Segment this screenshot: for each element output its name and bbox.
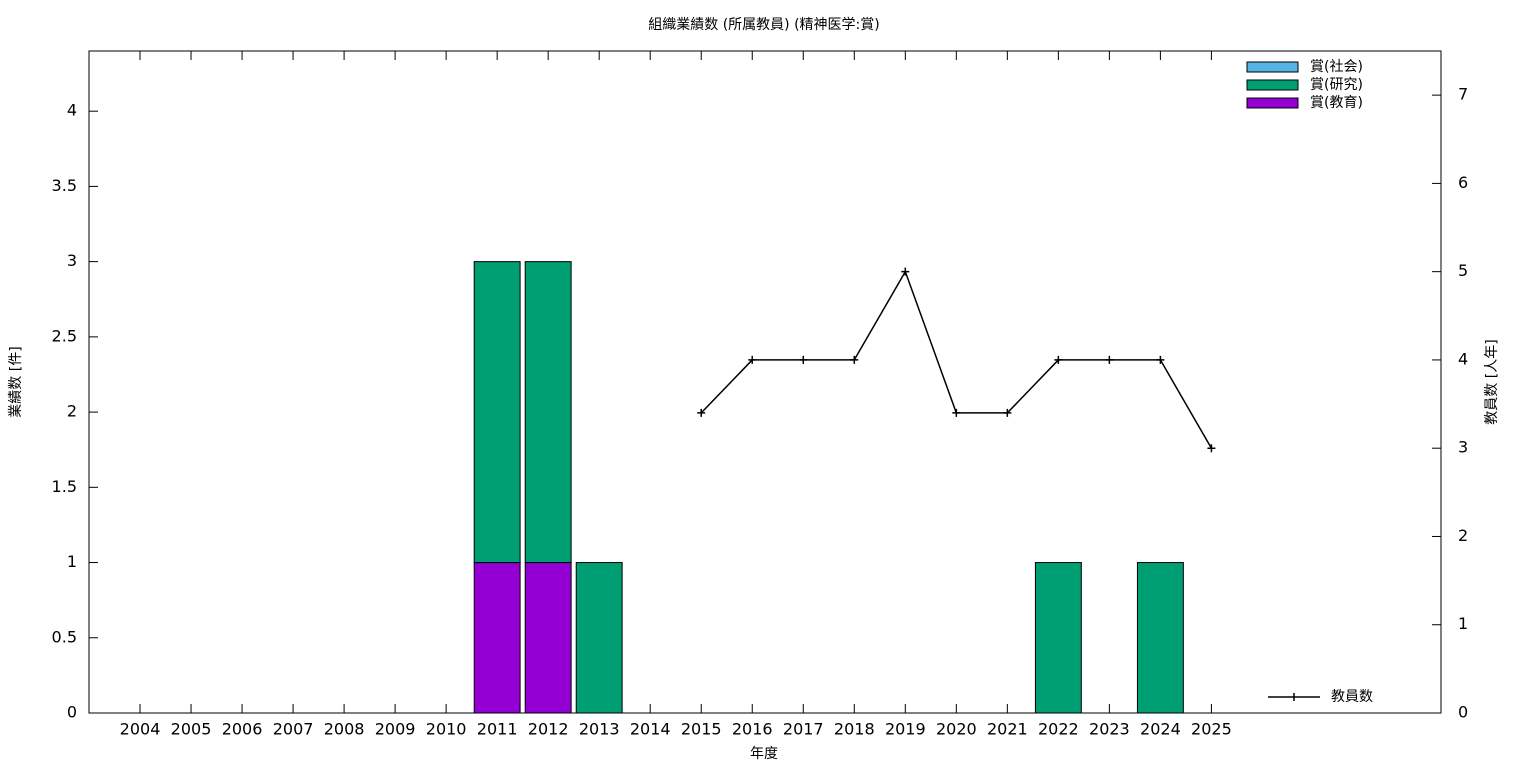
x-tick-label: 2019: [885, 720, 926, 739]
y-tick-label: 2.5: [52, 326, 77, 345]
x-axis-label: 年度: [750, 746, 778, 762]
x-tick-label: 2010: [426, 720, 467, 739]
y-tick-label: 1.5: [52, 477, 77, 496]
x-tick-label: 2008: [324, 720, 365, 739]
y2-tick-label: 6: [1458, 173, 1468, 192]
point: [1003, 408, 1012, 417]
x-tick-label: 2024: [1140, 720, 1181, 739]
point: [748, 355, 757, 364]
y2-tick-label: 7: [1458, 85, 1468, 104]
legend-swatch: [1246, 61, 1299, 73]
x-tick-label: 2017: [783, 720, 824, 739]
chart-title: 組織業績数 (所属教員) (精神医学:賞): [648, 17, 879, 33]
y-tick-label: 4: [67, 101, 77, 120]
x-tick-label: 2023: [1089, 720, 1130, 739]
x-tick-label: 2011: [477, 720, 518, 739]
point: [901, 267, 910, 276]
legend-label: 教員数: [1331, 689, 1373, 705]
bar: [1034, 562, 1082, 714]
x-tick-label: 2014: [630, 720, 671, 739]
point: [1207, 444, 1216, 453]
x-tick-label: 2005: [171, 720, 212, 739]
y2-tick-label: 3: [1458, 438, 1468, 457]
bar: [1136, 562, 1184, 714]
x-tick-label: 2006: [222, 720, 263, 739]
x-tick-label: 2004: [120, 720, 161, 739]
legend-line: [1268, 693, 1320, 701]
y-tick-label: 1: [67, 552, 77, 571]
y2-tick-label: 0: [1458, 703, 1468, 722]
point: [1156, 355, 1165, 364]
point: [952, 408, 961, 417]
point: [1105, 355, 1114, 364]
line: [700, 269, 1213, 449]
point: [1054, 355, 1063, 364]
x-tick-label: 2025: [1191, 720, 1232, 739]
x-tick-label: 2012: [528, 720, 569, 739]
bar: [473, 261, 521, 564]
bar: [473, 562, 521, 714]
y-tick-label: 3.5: [52, 176, 77, 195]
x-tick-label: 2022: [1038, 720, 1079, 739]
bar: [575, 562, 623, 714]
y-tick-label: 2: [67, 402, 77, 421]
y2-tick-label: 1: [1458, 614, 1468, 633]
plot-border: [88, 50, 1442, 714]
x-tick-label: 2013: [579, 720, 620, 739]
y2-axis-label: 教員数 [人年]: [1484, 339, 1500, 424]
y2-tick-label: 2: [1458, 526, 1468, 545]
y-tick-label: 0.5: [52, 627, 77, 646]
x-tick-label: 2020: [936, 720, 977, 739]
x-tick-label: 2018: [834, 720, 875, 739]
y-tick-label: 3: [67, 251, 77, 270]
point: [850, 355, 859, 364]
point: [697, 408, 706, 417]
y-tick-label: 0: [67, 703, 77, 722]
x-tick-label: 2016: [732, 720, 773, 739]
x-tick-label: 2021: [987, 720, 1028, 739]
point: [799, 355, 808, 364]
legend-label: 賞(社会): [1310, 59, 1363, 75]
bar: [524, 562, 572, 714]
x-tick-label: 2007: [273, 720, 314, 739]
y-axis-label: 業績数 [件]: [8, 346, 24, 417]
y2-tick-label: 5: [1458, 261, 1468, 280]
legend-label: 賞(教育): [1310, 95, 1363, 111]
y2-tick-label: 4: [1458, 349, 1468, 368]
bar: [524, 261, 572, 564]
legend-label: 賞(研究): [1310, 77, 1363, 93]
legend-swatch: [1246, 79, 1299, 91]
x-tick-label: 2015: [681, 720, 722, 739]
x-tick-label: 2009: [375, 720, 416, 739]
legend-swatch: [1246, 97, 1299, 109]
